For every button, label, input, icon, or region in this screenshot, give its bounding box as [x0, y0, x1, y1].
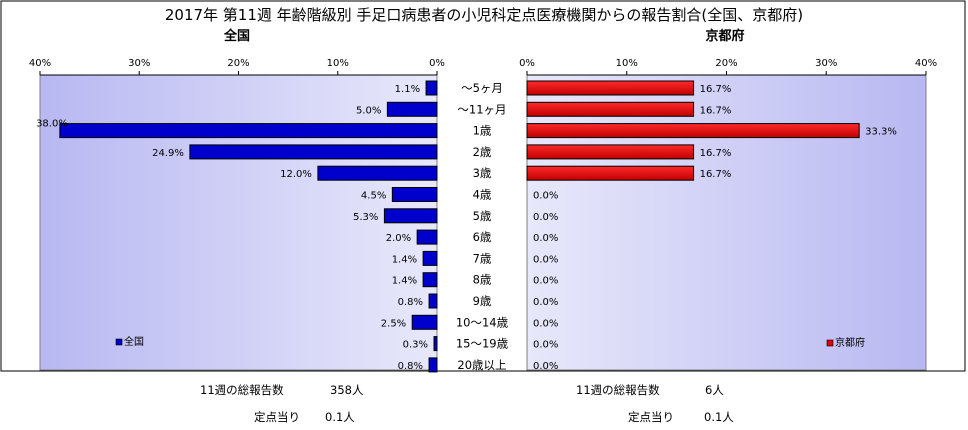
- bar-kyoto: [526, 165, 695, 181]
- category-label: 20歳以上: [457, 358, 506, 372]
- legend-swatch-national: [115, 338, 123, 346]
- axis-tick-label-national: 10%: [327, 58, 349, 69]
- bar-national: [189, 144, 438, 160]
- bar-national: [416, 229, 438, 245]
- data-label-kyoto: 16.7%: [700, 105, 732, 116]
- axis-tick-label-national: 20%: [227, 58, 249, 69]
- plot-area-national: 0% 10% 20% 30% 40% 1.1% 5.0% 38.0% 24.9% 12.0% 4.5…: [29, 58, 445, 373]
- axis-tick-label-kyoto: 0%: [519, 58, 535, 69]
- category-label: 3歳: [473, 166, 492, 180]
- data-label-kyoto: 0.0%: [533, 212, 558, 223]
- bar-national: [422, 272, 438, 288]
- bar-national: [428, 293, 438, 309]
- bar-national: [411, 314, 438, 330]
- axis-tick-label-national: 30%: [128, 58, 150, 69]
- bar-national: [383, 208, 438, 224]
- bar-kyoto: [526, 80, 695, 96]
- legend-label-national: 全国: [124, 335, 144, 348]
- bar-national: [386, 101, 438, 117]
- category-label: 1歳: [473, 124, 492, 138]
- data-label-kyoto: 0.0%: [533, 254, 558, 265]
- data-label-national: 24.9%: [152, 148, 184, 159]
- category-label: 8歳: [473, 273, 492, 287]
- footer-per-site-label-kyoto: 定点当り: [628, 410, 674, 424]
- bar-national: [59, 123, 438, 139]
- data-label-national: 1.4%: [392, 276, 417, 287]
- plot-area-kyoto: 0% 10% 20% 30% 40% 16.7% 16.7% 33.3% 16.7% 16.7% 0…: [519, 58, 937, 372]
- axis-tick-label-kyoto: 40%: [915, 58, 937, 69]
- bar-national: [317, 165, 438, 181]
- category-label: 2歳: [473, 145, 492, 159]
- category-label: 5歳: [473, 209, 492, 223]
- data-label-kyoto: 33.3%: [865, 127, 897, 138]
- axis-tick-label-national: 40%: [29, 58, 51, 69]
- category-label: ～5ヶ月: [461, 81, 503, 95]
- data-label-national: 1.4%: [392, 254, 417, 265]
- category-label: 10～14歳: [456, 315, 509, 329]
- bar-national: [422, 250, 438, 266]
- bar-national: [433, 336, 438, 352]
- data-label-kyoto: 0.0%: [533, 361, 558, 372]
- panel-subtitle-national: 全国: [223, 28, 250, 44]
- data-label-kyoto: 0.0%: [533, 318, 558, 329]
- data-label-national: 5.0%: [356, 105, 381, 116]
- chart-title: 2017年 第11週 年齢階級別 手足口病患者の小児科定点医療機関からの報告割合…: [165, 6, 803, 24]
- data-label-kyoto: 0.0%: [533, 297, 558, 308]
- data-label-national: 5.3%: [353, 212, 378, 223]
- data-label-national: 2.0%: [386, 233, 411, 244]
- legend-label-kyoto: 京都府: [835, 336, 865, 349]
- data-label-kyoto: 0.0%: [533, 233, 558, 244]
- footer-total-value-national: 358人: [330, 383, 364, 397]
- legend-swatch-kyoto: [826, 339, 834, 347]
- category-label: ～11ヶ月: [457, 102, 506, 116]
- footer-total-value-kyoto: 6人: [705, 383, 724, 397]
- category-label: 9歳: [473, 294, 492, 308]
- bar-kyoto: [526, 101, 695, 117]
- footer-per-site-label-national: 定点当り: [254, 410, 300, 424]
- data-label-national: 0.8%: [398, 361, 423, 372]
- data-label-kyoto: 16.7%: [700, 148, 732, 159]
- footer-per-site-value-national: 0.1人: [325, 410, 355, 424]
- category-label: 15～19歳: [456, 337, 509, 351]
- data-label-kyoto: 0.0%: [533, 191, 558, 202]
- axis-tick-label-kyoto: 10%: [616, 58, 638, 69]
- data-label-national: 4.5%: [361, 191, 386, 202]
- data-label-kyoto: 16.7%: [700, 169, 732, 180]
- footer-total-label-national: 11週の総報告数: [200, 383, 284, 397]
- category-label: 6歳: [473, 230, 492, 244]
- data-label-national: 2.5%: [381, 318, 406, 329]
- data-label-national: 38.0%: [36, 119, 68, 130]
- bar-national: [391, 187, 438, 202]
- category-label: 7歳: [473, 251, 492, 265]
- bar-national: [425, 80, 438, 96]
- bar-kyoto: [526, 123, 860, 139]
- axis-tick-label-national: 0%: [429, 58, 445, 69]
- axis-tick-label-kyoto: 30%: [815, 58, 837, 69]
- data-label-kyoto: 0.0%: [533, 340, 558, 351]
- category-label: 4歳: [473, 188, 492, 202]
- data-label-national: 0.8%: [398, 297, 423, 308]
- bar-kyoto: [526, 144, 695, 160]
- data-label-national: 12.0%: [280, 169, 312, 180]
- data-label-national: 0.3%: [403, 340, 428, 351]
- plot-background-kyoto: [526, 74, 927, 371]
- chart-frame: [0, 0, 966, 372]
- axis-tick-label-kyoto: 20%: [715, 58, 737, 69]
- data-label-national: 1.1%: [395, 84, 420, 95]
- data-label-kyoto: 16.7%: [700, 84, 732, 95]
- footer-total-label-kyoto: 11週の総報告数: [576, 383, 660, 397]
- footer-per-site-value-kyoto: 0.1人: [704, 410, 734, 424]
- bar-national: [428, 357, 438, 373]
- panel-subtitle-kyoto: 京都府: [705, 28, 744, 44]
- category-labels: ～5ヶ月 ～11ヶ月 1歳 2歳 3歳 4歳 5歳 6歳 7歳 8歳 9歳 10～14歳 15～19歳 2…: [456, 81, 509, 372]
- data-label-kyoto: 0.0%: [533, 276, 558, 287]
